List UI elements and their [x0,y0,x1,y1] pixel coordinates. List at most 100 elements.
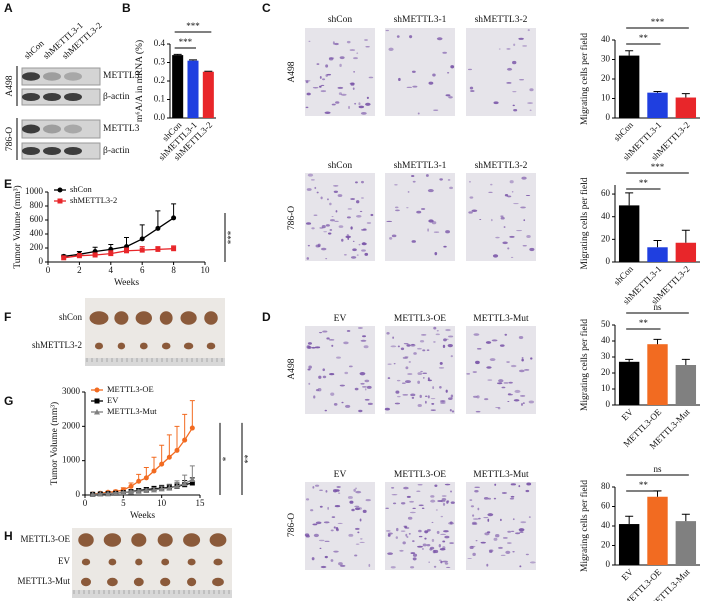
cell [341,238,344,242]
cell [520,394,526,397]
cell [337,522,343,524]
images [21,28,536,598]
column-label: METTL3-Mut [473,314,529,324]
tumor [212,577,224,587]
cell [432,73,436,77]
y-tick-label: 10 [601,93,611,103]
cell [487,379,493,381]
cell [504,194,509,197]
cell [356,200,360,204]
x-tick-label: 10 [157,498,167,508]
band [43,72,61,81]
error-bar [174,425,180,451]
cell [519,565,522,568]
cell [500,216,505,220]
band [22,147,40,155]
marker [94,409,100,415]
cell [385,530,391,532]
cell [433,109,439,111]
cell [426,349,430,351]
x-axis-label: Weeks [130,511,155,521]
cell [433,326,437,330]
marker [174,483,180,489]
tumor [135,558,143,566]
cell [487,518,490,522]
cell [470,90,475,93]
cell [336,356,341,359]
cell [510,256,514,258]
cell [506,542,512,544]
significance: ns [653,302,662,312]
lane-label: shCon [22,38,46,61]
x-tick-label: 4 [109,265,114,275]
cell [409,500,414,503]
cell [359,518,362,522]
cell [346,234,349,238]
cell [320,196,323,200]
cell [368,76,374,79]
y-tick-label: 20 [601,233,611,243]
tumor [204,311,218,325]
cell [514,389,521,393]
cell [445,328,451,332]
cell [468,181,471,183]
marker [97,490,104,497]
tumor [81,558,91,566]
marker [112,490,119,496]
cell [312,523,318,526]
cell [403,486,409,490]
cell [395,390,400,394]
cell [529,88,534,92]
cell [493,537,498,541]
cell [469,196,474,199]
cell [511,191,514,193]
cell [334,42,339,46]
cell [510,530,515,532]
cell [392,336,395,339]
cell [444,562,449,565]
panel-letter: F [4,310,11,324]
cell [318,332,323,334]
bar [618,205,640,262]
marker [92,252,98,258]
cell [391,234,397,238]
cell [322,375,327,379]
cell [493,101,499,105]
cell [327,232,332,235]
micrograph [466,173,536,261]
y-tick-label: 0 [606,559,611,569]
tumor [133,577,144,587]
bar [187,60,199,118]
cell [510,364,517,368]
cell [432,386,435,390]
cell [408,361,411,363]
cell [313,395,316,399]
bar [202,71,214,118]
cell [520,521,527,524]
bar [675,521,697,565]
cell [306,188,312,191]
y-tick-label: 600 [30,214,44,224]
marker [139,247,145,253]
marker [151,486,157,493]
cell [320,90,327,93]
micrograph [305,326,375,414]
cell [393,363,396,365]
cell [504,333,508,336]
cell [430,398,436,400]
marker [166,454,172,460]
cell [407,191,410,193]
cell [418,529,422,533]
cell [333,526,336,529]
cell [451,410,455,413]
cell [360,111,367,115]
y-axis-label: Migrating cells per field [579,319,590,411]
cell [334,504,341,508]
cell [446,566,451,568]
cell [351,508,355,512]
x-tick-label: EV [619,566,635,582]
cell [476,348,482,350]
panel-letter: G [4,394,13,408]
tumor [183,533,201,547]
cell [440,560,443,564]
